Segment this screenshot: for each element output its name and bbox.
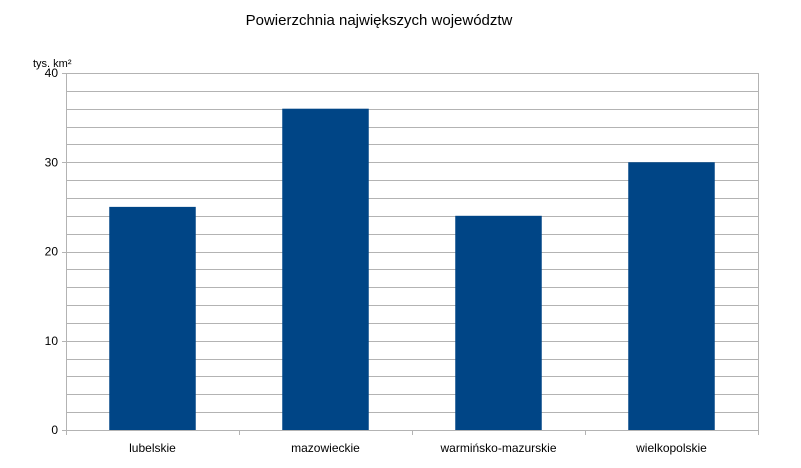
y-tick-label: 0 — [51, 423, 58, 437]
y-tick-labels: 0 10 20 30 40 — [45, 66, 59, 437]
x-category-label: wielkopolskie — [635, 441, 707, 455]
bar — [109, 206, 196, 430]
y-tick-label: 20 — [45, 245, 59, 259]
chart-title: Powierzchnia największych województw — [246, 12, 513, 29]
y-tick-label: 30 — [45, 155, 59, 169]
x-category-label: warmińsko-mazurskie — [439, 441, 556, 455]
bar — [628, 162, 715, 430]
axes — [62, 73, 759, 435]
y-axis-unit-label: tys. km² — [33, 58, 72, 70]
y-tick-label: 10 — [45, 334, 59, 348]
bars — [109, 108, 715, 430]
bar — [455, 215, 542, 430]
x-category-labels: lubelskie mazowieckie warmińsko-mazurskie w… — [129, 441, 707, 455]
x-category-label: mazowieckie — [291, 441, 360, 455]
y-tick-label: 40 — [45, 66, 59, 80]
bar — [282, 108, 369, 430]
x-category-label: lubelskie — [129, 441, 176, 455]
